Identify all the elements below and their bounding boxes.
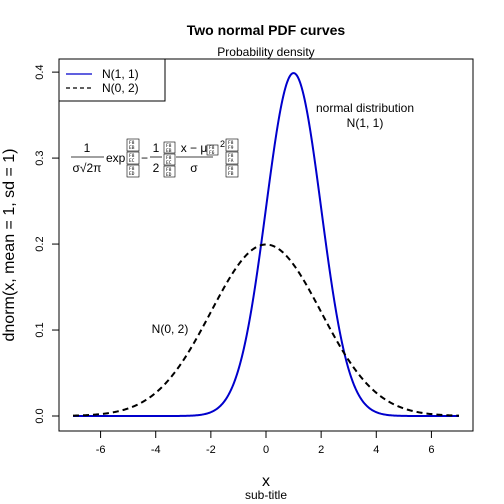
svg-text:F8: F8	[209, 145, 215, 151]
formula-half-num: 1	[153, 141, 160, 155]
y-tick-label: 0.3	[34, 150, 46, 165]
svg-text:F8: F8	[129, 166, 135, 172]
y-tick-label: 0.2	[34, 236, 46, 251]
series-line-n11	[73, 72, 459, 417]
svg-text:EC: EC	[166, 160, 172, 166]
svg-text:F8: F8	[166, 155, 172, 161]
svg-text:F8: F8	[129, 140, 135, 146]
annotation-normal-distribution: normal distribution	[316, 101, 414, 115]
x-tick-label: -2	[206, 444, 216, 456]
svg-text:FB: FB	[228, 171, 234, 177]
svg-text:F8: F8	[228, 153, 234, 159]
x-tick-label: -4	[151, 444, 161, 456]
chart-title: Two normal PDF curves	[187, 22, 346, 38]
x-axis: -6 -4 -2 0 2 4 6	[96, 430, 434, 456]
x-axis-label: x	[262, 473, 270, 490]
x-tick-label: 0	[263, 444, 269, 456]
svg-text:EC: EC	[129, 158, 135, 164]
legend-label-n11: N(1, 1)	[102, 67, 139, 81]
series-line-n02	[72, 243, 460, 417]
formula-power: 2	[220, 139, 225, 149]
formula-denominator: σ√2π	[73, 161, 102, 175]
svg-text:F8: F8	[166, 143, 172, 149]
legend-label-n02: N(0, 2)	[102, 81, 139, 95]
bottom-subtitle: sub-title	[245, 488, 287, 502]
svg-text:FA: FA	[228, 158, 234, 164]
svg-text:F6: F6	[209, 150, 215, 156]
svg-text:EB: EB	[166, 148, 172, 154]
series-layer	[72, 72, 460, 417]
svg-text:F8: F8	[129, 153, 135, 159]
legend-box	[58, 58, 166, 102]
legend: N(1, 1) N(0, 2)	[58, 58, 166, 102]
y-tick-label: 0.1	[34, 322, 46, 337]
chart-subtitle: Probability density	[217, 45, 314, 59]
y-tick-label: 0.4	[34, 64, 46, 79]
svg-text:F8: F8	[228, 166, 234, 172]
annotation-n02: N(0, 2)	[152, 322, 189, 336]
x-tick-label: 4	[373, 444, 379, 456]
formula-frac-num: x − μ	[181, 141, 208, 155]
x-tick-label: 6	[428, 444, 434, 456]
svg-text:F8: F8	[228, 140, 234, 146]
x-tick-label: -6	[96, 444, 106, 456]
annotation-n11: N(1, 1)	[347, 116, 384, 130]
formula-frac-den: σ	[190, 161, 198, 175]
svg-text:F8: F8	[166, 167, 172, 173]
svg-text:ED: ED	[166, 172, 172, 178]
svg-text:F9: F9	[228, 145, 234, 151]
y-axis: 0.0 0.1 0.2 0.3 0.4	[34, 64, 60, 424]
y-tick-label: 0.0	[34, 408, 46, 423]
svg-text:ED: ED	[129, 171, 135, 177]
svg-text:EB: EB	[129, 145, 135, 151]
x-tick-label: 2	[318, 444, 324, 456]
formula-minus: −	[141, 151, 148, 165]
formula-exp: exp	[106, 151, 126, 165]
formula-half-den: 2	[153, 161, 160, 175]
y-axis-label: dnorm(x, mean = 1, sd = 1)	[1, 149, 18, 342]
formula-numerator: 1	[84, 141, 91, 155]
